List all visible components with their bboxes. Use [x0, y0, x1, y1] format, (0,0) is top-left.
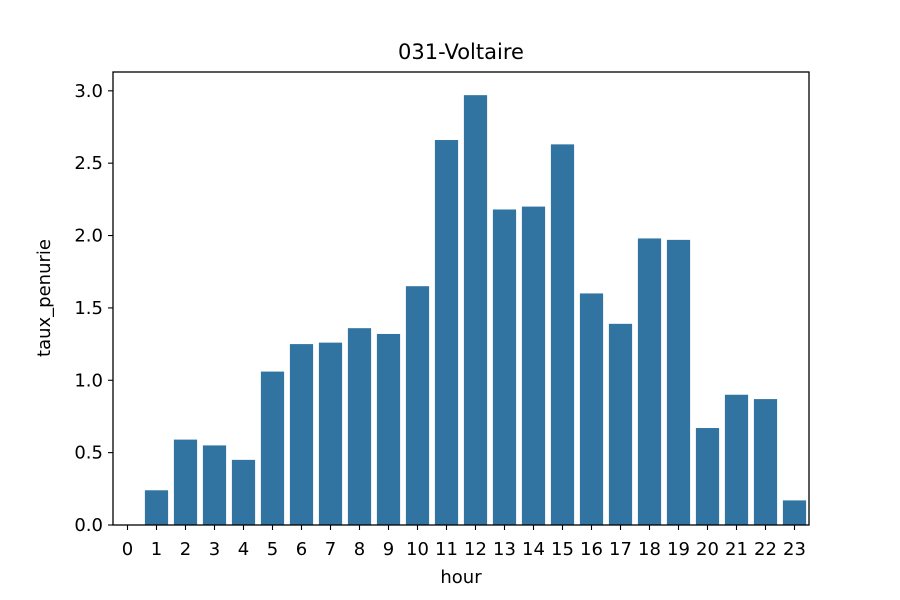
y-axis-label: taux_penurie	[34, 239, 55, 357]
bar-hour-5	[260, 371, 285, 525]
x-tick-label: 18	[638, 539, 661, 560]
bar-hour-19	[666, 239, 691, 525]
y-tick-label: 3.0	[74, 81, 103, 102]
bar-hour-4	[231, 459, 256, 525]
bar-hour-1	[144, 490, 169, 525]
bar-hour-18	[637, 238, 662, 525]
y-tick-label: 1.5	[74, 298, 103, 319]
bar-hour-14	[521, 206, 546, 525]
bar-hour-6	[289, 344, 314, 525]
bar-hour-15	[550, 144, 575, 526]
bar-hour-9	[376, 333, 401, 525]
y-axis-ticks: 0.0 0.5 1.0 1.5 2.0 2.5 3.0	[74, 81, 113, 536]
bar-hour-20	[695, 428, 720, 525]
bar-hour-10	[405, 286, 430, 525]
bar-hour-7	[318, 342, 343, 525]
x-tick-label: 14	[522, 539, 545, 560]
y-tick-label: 0.0	[74, 515, 103, 536]
chart-title: 031-Voltaire	[398, 40, 524, 64]
y-tick-label: 2.5	[74, 153, 103, 174]
x-tick-label: 1	[151, 539, 162, 560]
x-tick-label: 23	[783, 539, 806, 560]
x-tick-label: 2	[180, 539, 191, 560]
x-tick-label: 17	[609, 539, 632, 560]
bar-hour-3	[202, 445, 227, 525]
x-tick-label: 20	[696, 539, 719, 560]
bar-hour-2	[173, 439, 198, 525]
x-tick-label: 8	[354, 539, 365, 560]
x-tick-label: 10	[406, 539, 429, 560]
bar-hour-12	[463, 95, 488, 525]
x-tick-label: 11	[435, 539, 458, 560]
bars-group	[144, 95, 807, 526]
x-tick-label: 6	[296, 539, 307, 560]
bar-hour-16	[579, 293, 604, 525]
plot-frame	[112, 71, 810, 526]
x-tick-label: 13	[493, 539, 516, 560]
x-tick-label: 4	[238, 539, 249, 560]
x-tick-label: 3	[209, 539, 220, 560]
x-tick-label: 5	[267, 539, 278, 560]
bar-hour-22	[753, 399, 778, 525]
x-tick-label: 16	[580, 539, 603, 560]
x-axis-ticks: 0 1 2 3 4 5 6 7 8 9 10 11 12 13 14 15 16 17 18 19 20 21 22 23	[122, 525, 806, 560]
y-tick-label: 0.5	[74, 443, 103, 464]
x-tick-label: 12	[464, 539, 487, 560]
bar-hour-23	[782, 500, 807, 525]
x-tick-label: 9	[383, 539, 394, 560]
bar-hour-13	[492, 209, 517, 526]
y-tick-label: 1.0	[74, 370, 103, 391]
x-tick-label: 0	[122, 539, 133, 560]
x-tick-label: 21	[725, 539, 748, 560]
x-tick-label: 7	[325, 539, 336, 560]
x-tick-label: 22	[754, 539, 777, 560]
x-tick-label: 19	[667, 539, 690, 560]
y-tick-label: 2.0	[74, 226, 103, 247]
bar-hour-21	[724, 394, 749, 525]
x-tick-label: 15	[551, 539, 574, 560]
x-axis-label: hour	[440, 567, 482, 588]
bar-hour-11	[434, 140, 459, 525]
bar-hour-8	[347, 328, 372, 525]
bar-hour-17	[608, 323, 633, 525]
